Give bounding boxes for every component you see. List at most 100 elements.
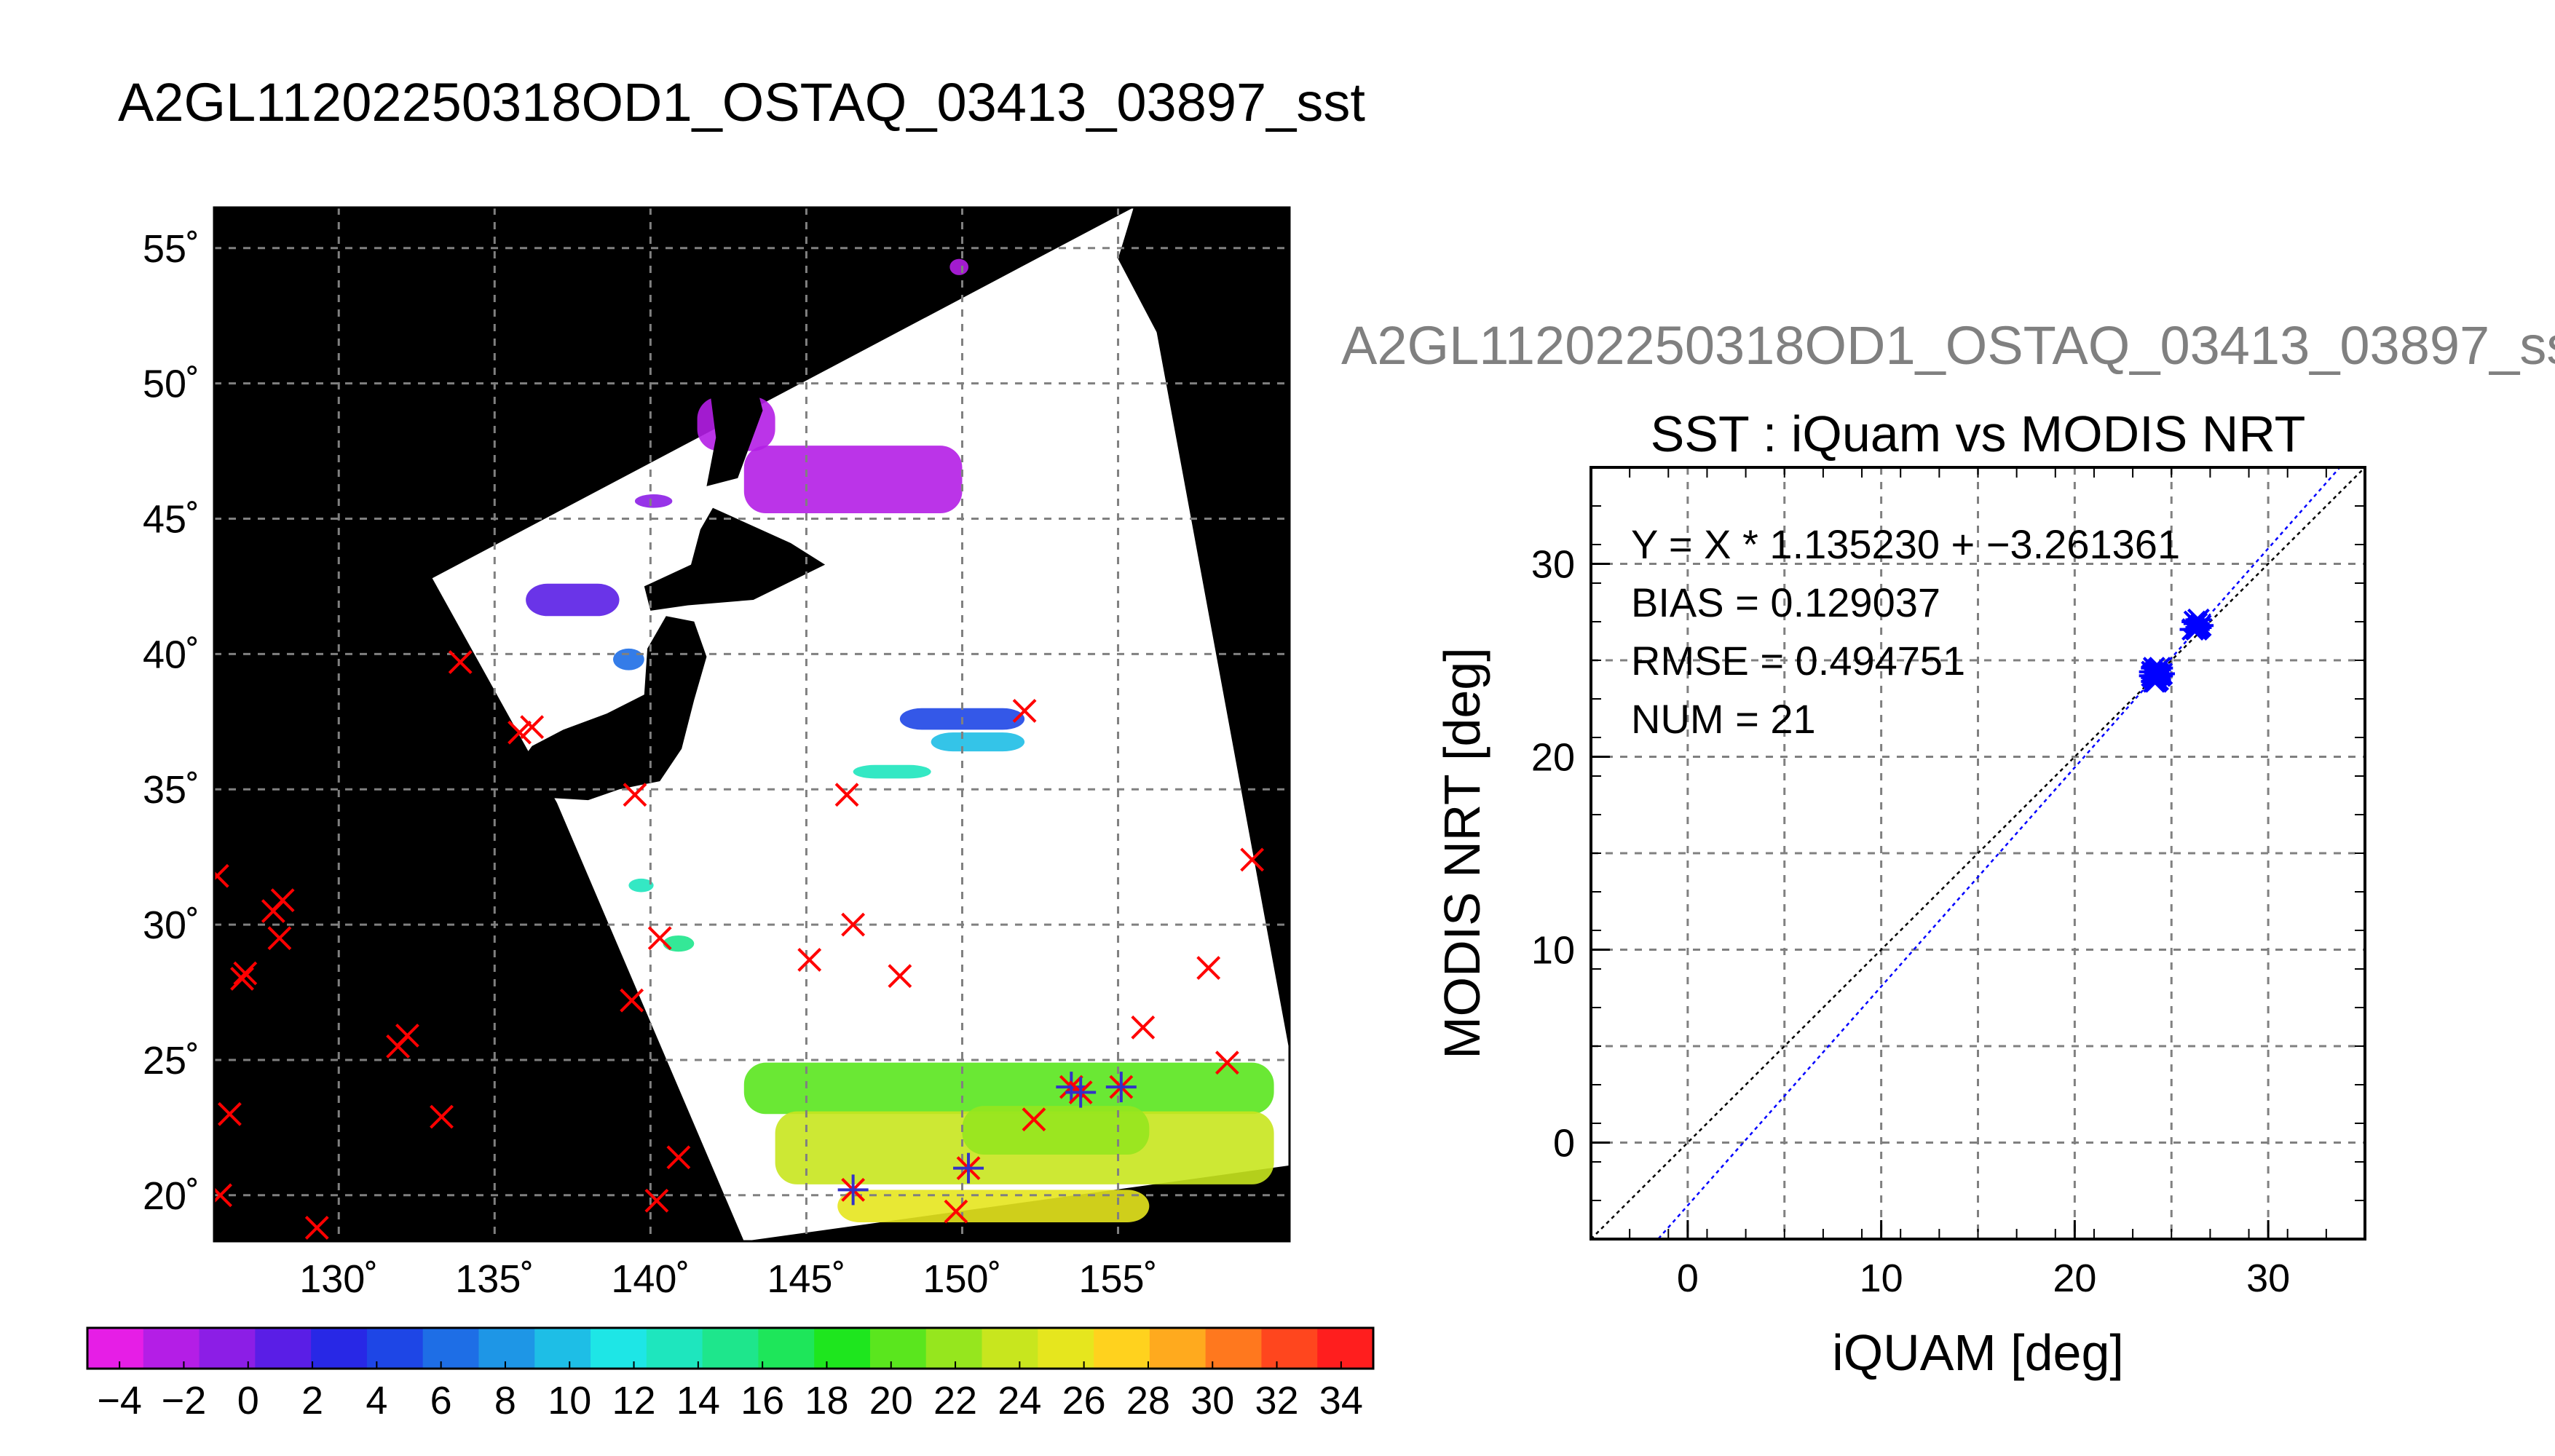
matchup-cross-marker	[214, 863, 229, 888]
marker-stroke	[647, 926, 672, 951]
matchup-cross-marker	[217, 1101, 242, 1126]
colorbar-swatch	[814, 1328, 871, 1369]
marker-stroke	[620, 988, 644, 1013]
map-y-tick-label: 25˚	[143, 1039, 200, 1083]
marker-stroke	[1131, 1015, 1156, 1040]
identity-line	[1591, 467, 2365, 1239]
matchup-cross-marker	[430, 1104, 454, 1129]
map-y-tick-label: 35˚	[143, 768, 200, 812]
matchup-cross-marker	[623, 783, 647, 807]
scatter-x-tick-label: 0	[1677, 1257, 1699, 1300]
colorbar-swatch	[255, 1328, 312, 1369]
colorbar-frame	[86, 1326, 1375, 1370]
map-y-tick-label: 30˚	[143, 903, 200, 947]
colorbar-swatch	[1205, 1328, 1262, 1369]
marker-stroke	[1215, 1051, 1239, 1075]
colorbar-tick-label: 2	[301, 1379, 323, 1423]
stats-annotation: RMSE = 0.494751	[1631, 638, 1965, 684]
colorbar-tick-label: −4	[97, 1379, 142, 1423]
marker-stroke	[644, 1188, 669, 1213]
stats-annotation: Y = X * 1.135230 + −3.261361	[1631, 521, 2180, 567]
colorbar-tick-label: 8	[494, 1379, 516, 1423]
map-frame	[213, 206, 1291, 1243]
marker-stroke	[1022, 1107, 1046, 1132]
map-x-tick-label: 130˚	[299, 1257, 378, 1301]
marker-stroke	[797, 947, 822, 972]
sst-patch	[837, 1190, 1150, 1222]
regression-fit-line	[1656, 467, 2342, 1239]
matchup-cross-marker	[647, 926, 672, 951]
sst-patch	[634, 494, 673, 508]
colorbar-tick-label: −2	[162, 1379, 207, 1423]
colorbar-swatch	[1261, 1328, 1318, 1369]
scatter-title: SST : iQuam vs MODIS NRT	[1651, 405, 2306, 462]
colorbar-swatch	[1317, 1328, 1374, 1369]
marker-stroke	[395, 1024, 419, 1048]
matchup-cross-marker	[841, 912, 866, 937]
map-y-tick-label: 50˚	[143, 363, 200, 406]
colorbar-tick-label: 12	[612, 1379, 656, 1423]
marker-stroke	[944, 1199, 968, 1224]
map-y-tick-label: 40˚	[143, 633, 200, 676]
matchup-cross-marker	[797, 947, 822, 972]
matchup-used-marker	[1065, 1077, 1097, 1108]
colorbar-tick-label: 14	[676, 1379, 720, 1423]
scatter-plot-area	[1591, 467, 2365, 1239]
colorbar-swatch	[1094, 1328, 1150, 1369]
matchup-cross-marker	[1196, 956, 1221, 980]
scatter-frame	[1590, 466, 2366, 1241]
matchup-cross-marker	[508, 720, 532, 745]
land-kamchatka	[1118, 207, 1290, 354]
colorbar-tick-label: 30	[1190, 1379, 1234, 1423]
colorbar-tick-label: 20	[869, 1379, 913, 1423]
scatter-y-tick-label: 30	[1531, 543, 1575, 587]
matchup-cross-marker	[230, 967, 254, 991]
colorbar-swatch	[869, 1328, 927, 1369]
marker-stroke	[834, 783, 859, 807]
matchup-cross-marker	[233, 961, 258, 986]
matchup-cross-marker	[1131, 1015, 1156, 1040]
colorbar-swatch	[591, 1328, 647, 1369]
map-x-tick-label: 155˚	[1078, 1257, 1157, 1301]
colorbar-tick-label: 22	[933, 1379, 977, 1423]
scatter-point	[2142, 664, 2169, 687]
marker-stroke	[623, 783, 647, 807]
matchup-cross-marker	[644, 1188, 669, 1213]
matchup-used-marker	[1105, 1072, 1137, 1103]
colorbar-swatch	[646, 1328, 703, 1369]
matchup-cross-marker	[1240, 847, 1265, 872]
marker-stroke	[267, 926, 292, 951]
matchup-cross-marker	[944, 1199, 968, 1224]
matchup-cross-marker	[267, 926, 292, 951]
sst-patch	[663, 935, 695, 952]
matchup-cross-marker	[214, 1183, 232, 1208]
scatter-x-tick-label: 10	[1860, 1257, 1903, 1300]
figure-title: A2GL11202250318OD1_OSTAQ_03413_03897_sst	[118, 72, 1365, 132]
colorbar-swatch	[199, 1328, 256, 1369]
marker-stroke	[233, 961, 258, 986]
marker-stroke	[1012, 698, 1037, 723]
matchup-cross-marker	[304, 1215, 329, 1240]
marker-stroke	[261, 899, 285, 923]
sst-colorbar: −4 −2 0 2 4 6 8 10 12 14 16 18 20 22 24 26 28 30 32 34	[86, 1326, 1375, 1423]
scatter-y-tick-label: 20	[1531, 736, 1575, 780]
scatter-x-tick-label: 30	[2246, 1257, 2290, 1300]
colorbar-swatch	[478, 1328, 535, 1369]
colorbar-swatch	[1149, 1328, 1207, 1369]
land-hokkaido	[644, 507, 826, 611]
marker-stroke	[214, 863, 229, 882]
colorbar-tick-label: 34	[1319, 1379, 1363, 1423]
colorbar-tick-label: 10	[548, 1379, 591, 1423]
stats-annotation: BIAS = 0.129037	[1631, 579, 1940, 625]
marker-stroke	[1196, 956, 1221, 980]
matchup-cross-marker	[1215, 1051, 1239, 1075]
marker-stroke	[841, 912, 866, 937]
map-y-tick-label: 20˚	[143, 1174, 200, 1218]
colorbar-tick-label: 6	[430, 1379, 452, 1423]
colorbar-swatch	[534, 1328, 591, 1369]
map-x-tick-label: 140˚	[611, 1257, 690, 1301]
matchup-used-marker	[953, 1152, 984, 1184]
marker-stroke	[666, 1145, 691, 1170]
scatter-x-axis-label: iQUAM [deg]	[1832, 1324, 2124, 1381]
